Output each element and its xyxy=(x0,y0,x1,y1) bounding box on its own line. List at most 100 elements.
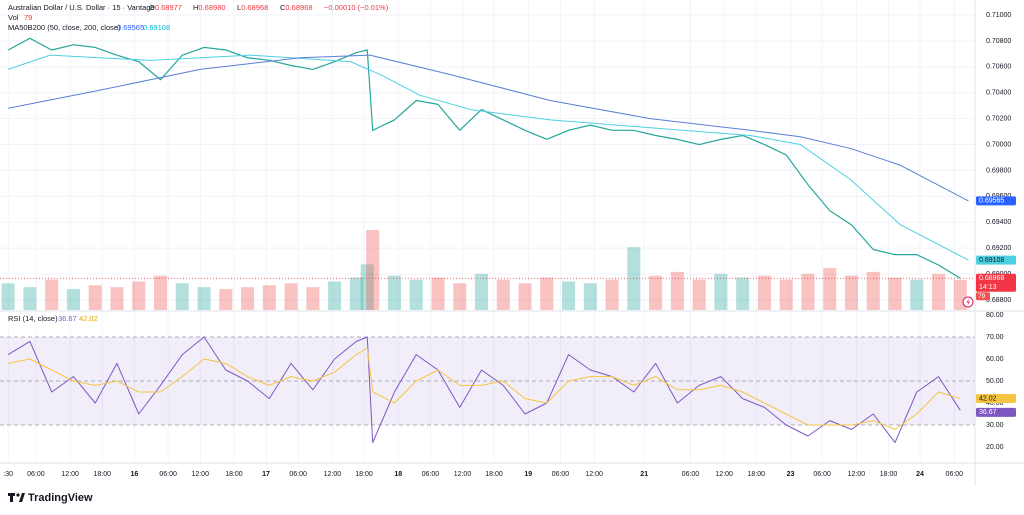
volume-bar xyxy=(823,268,837,310)
logo-icon xyxy=(16,493,20,497)
x-tick-label: 06:00 xyxy=(289,471,307,478)
volume-bar xyxy=(175,283,189,310)
logo: TradingView xyxy=(8,492,93,504)
volume-bar xyxy=(66,289,80,310)
x-tick-label: 19 xyxy=(524,471,532,478)
price-change: −0.00010 (−0.01%) xyxy=(324,3,389,12)
volume-bar xyxy=(387,275,401,310)
x-tick-label: 18:00 xyxy=(880,471,898,478)
rsi-tick-label: 50.00 xyxy=(986,378,1004,385)
x-tick-label: 06:00 xyxy=(27,471,45,478)
volume-bar xyxy=(932,273,946,310)
x-tick-label: 06:00 xyxy=(422,471,440,478)
x-tick-label: 12:00 xyxy=(715,471,733,478)
volume-bar xyxy=(736,277,750,310)
x-tick-label: 18:00 xyxy=(748,471,766,478)
ma200-badge xyxy=(976,196,1016,206)
ohlc-close: C0.68968 xyxy=(280,3,313,12)
symbol-title: Australian Dollar / U.S. Dollar · 15 · V… xyxy=(8,3,155,12)
x-tick-label: 06:00 xyxy=(159,471,177,478)
last-price-badge xyxy=(976,273,1016,292)
rsi-tick-label: 60.00 xyxy=(986,356,1004,363)
rsi-value: 36.67 xyxy=(58,314,77,323)
volume-bar xyxy=(496,279,510,310)
volume-bar xyxy=(649,275,663,310)
x-tick-label: 24 xyxy=(916,471,924,478)
volume-bar xyxy=(262,285,276,310)
ma-indicator: MA50B200 (50, close, 200, close) xyxy=(8,23,121,32)
y-tick-label: 0.69400 xyxy=(986,219,1011,226)
volume-bar xyxy=(45,279,59,310)
x-tick-label: 16 xyxy=(130,471,138,478)
x-tick-label: 06:00 xyxy=(682,471,700,478)
x-tick-label: 12:00 xyxy=(191,471,209,478)
volume-bar xyxy=(583,283,597,310)
rsi-badge-text: 36.67 xyxy=(979,409,997,416)
volume-bar xyxy=(692,279,706,310)
volume-badge-text: 79 xyxy=(978,293,986,300)
rsi-tick-label: 30.00 xyxy=(986,422,1004,429)
grid xyxy=(0,0,975,463)
rsi-ma-line xyxy=(8,347,961,430)
ma-line xyxy=(7,54,969,261)
volume-bar xyxy=(328,281,342,310)
ma50-value: 0.69108 xyxy=(143,23,170,32)
volume-bar xyxy=(241,287,255,310)
rsi-title: RSI (14, close) xyxy=(8,314,58,323)
logo-icon xyxy=(10,493,13,502)
volume-bar xyxy=(779,279,793,310)
ohlc-low: L0.68968 xyxy=(237,3,268,12)
logo-text: TradingView xyxy=(28,492,93,504)
x-tick-label: 12:00 xyxy=(61,471,79,478)
volume-bar xyxy=(88,285,102,310)
volume-bar xyxy=(910,279,924,310)
volume-badge xyxy=(976,292,990,301)
volume-bar xyxy=(605,279,619,310)
volume-bar xyxy=(349,277,363,310)
rsi-tick-label: 70.00 xyxy=(986,334,1004,341)
volume-bar xyxy=(540,277,554,310)
rsi-ma-badge-text: 42.02 xyxy=(979,395,997,402)
y-tick-label: 0.68800 xyxy=(986,297,1011,304)
price-line xyxy=(7,37,961,279)
rsi-tick-label: 40.00 xyxy=(986,400,1004,407)
ohlc-open: O0.68977 xyxy=(149,3,182,12)
x-tick-label: 21 xyxy=(640,471,648,478)
x-tick-label: 12:00 xyxy=(324,471,342,478)
x-tick-label: 18 xyxy=(394,471,402,478)
volume-label: Vol xyxy=(8,13,19,22)
ma-line xyxy=(8,54,969,202)
y-tick-label: 0.69800 xyxy=(986,167,1011,174)
volume-bar xyxy=(306,287,320,310)
ma50-badge xyxy=(976,255,1016,265)
x-tick-label: 12:00 xyxy=(585,471,603,478)
volume-bar xyxy=(23,287,37,310)
x-tick-label: 23 xyxy=(787,471,795,478)
y-tick-label: 0.70400 xyxy=(986,90,1011,97)
rsi-ma-badge xyxy=(976,394,1016,404)
y-tick-label: 0.70200 xyxy=(986,115,1011,122)
volume-bar xyxy=(866,271,880,310)
x-tick-label: 18:00 xyxy=(225,471,243,478)
y-tick-label: 0.69200 xyxy=(986,245,1011,252)
ma200-badge-text: 0.69565 xyxy=(979,198,1004,205)
volume-bar xyxy=(562,281,576,310)
volume-bar xyxy=(888,277,902,310)
x-tick-label: 18:00 xyxy=(355,471,373,478)
volume-bar xyxy=(714,273,728,310)
volume-bar xyxy=(431,277,445,310)
volume-bar xyxy=(360,264,374,310)
volume-bar xyxy=(197,287,211,310)
alert-icon xyxy=(962,296,974,308)
y-tick-label: 0.70600 xyxy=(986,64,1011,71)
volume-bar xyxy=(518,283,532,310)
ohlc-high: H0.68980 xyxy=(193,3,226,12)
x-tick-label: 17 xyxy=(262,471,270,478)
alert-icon xyxy=(966,298,970,306)
y-tick-label: 0.70800 xyxy=(986,38,1011,45)
volume-bar xyxy=(132,281,146,310)
volume-value: 79 xyxy=(24,13,32,22)
x-tick-label: 18:00 xyxy=(94,471,112,478)
